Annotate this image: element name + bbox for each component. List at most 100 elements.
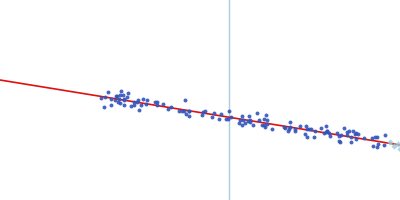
Point xyxy=(387,141,393,144)
Point xyxy=(292,129,298,133)
Point xyxy=(134,100,141,104)
Point xyxy=(291,127,298,131)
Point xyxy=(101,95,108,99)
Point xyxy=(239,115,245,118)
Point xyxy=(348,135,354,138)
Point xyxy=(338,134,344,137)
Point xyxy=(326,131,332,134)
Point xyxy=(154,100,160,103)
Point xyxy=(182,113,189,116)
Point xyxy=(352,131,359,135)
Point xyxy=(264,122,270,125)
Point xyxy=(115,100,122,103)
Point xyxy=(369,137,376,140)
Point xyxy=(344,131,350,134)
Point xyxy=(323,131,329,134)
Point xyxy=(113,94,119,97)
Point xyxy=(198,113,205,117)
Point xyxy=(258,123,265,126)
Point xyxy=(304,136,310,139)
Point xyxy=(186,109,193,112)
Point xyxy=(285,129,291,133)
Point xyxy=(308,128,314,131)
Point xyxy=(209,115,216,119)
Point xyxy=(373,146,380,149)
Point xyxy=(375,142,382,146)
Point xyxy=(160,102,167,106)
Point xyxy=(262,126,268,129)
Point xyxy=(165,107,171,110)
Point xyxy=(101,105,108,108)
Point xyxy=(306,127,313,130)
Point xyxy=(120,98,127,102)
Point xyxy=(121,103,127,107)
Point xyxy=(226,110,232,113)
Point xyxy=(228,115,234,118)
Point xyxy=(311,129,318,133)
Point xyxy=(121,97,127,101)
Point xyxy=(186,109,193,112)
Point xyxy=(287,121,294,124)
Point xyxy=(114,94,120,97)
Point xyxy=(242,121,248,124)
Point xyxy=(254,111,260,114)
Point xyxy=(217,112,224,116)
Point xyxy=(127,104,134,107)
Point xyxy=(351,133,358,136)
Point xyxy=(286,128,292,131)
Point xyxy=(324,129,330,133)
Point xyxy=(125,92,131,95)
Point xyxy=(225,118,231,121)
Point xyxy=(116,97,122,100)
Point xyxy=(395,142,400,145)
Point xyxy=(370,145,376,148)
Point xyxy=(112,98,118,101)
Point xyxy=(337,140,343,144)
Point xyxy=(239,123,245,127)
Point xyxy=(269,128,275,131)
Point xyxy=(176,110,182,113)
Point xyxy=(236,121,242,124)
Point xyxy=(355,133,362,136)
Point xyxy=(304,128,310,131)
Point xyxy=(182,98,188,101)
Point xyxy=(372,135,378,138)
Point xyxy=(108,103,114,106)
Point xyxy=(281,126,288,129)
Point xyxy=(154,104,160,107)
Point xyxy=(374,136,380,139)
Point xyxy=(348,140,354,143)
Point xyxy=(280,125,287,128)
Point xyxy=(261,124,267,127)
Point xyxy=(105,90,112,93)
Point xyxy=(381,134,388,137)
Point xyxy=(216,117,222,120)
Point xyxy=(223,117,229,120)
Point xyxy=(138,104,145,107)
Point xyxy=(336,135,343,138)
Point xyxy=(116,94,123,97)
Point xyxy=(334,131,340,135)
Point xyxy=(397,147,400,151)
Point xyxy=(108,97,114,100)
Point xyxy=(303,125,309,128)
Point xyxy=(118,90,124,93)
Point xyxy=(262,114,269,117)
Point xyxy=(131,100,137,103)
Point xyxy=(131,103,138,107)
Point xyxy=(152,100,158,103)
Point xyxy=(181,109,187,112)
Point xyxy=(320,132,327,135)
Point xyxy=(134,99,141,102)
Point xyxy=(256,119,262,122)
Point xyxy=(296,124,303,128)
Point xyxy=(344,133,350,137)
Point xyxy=(346,129,352,132)
Point xyxy=(311,136,317,139)
Point xyxy=(240,119,247,122)
Point xyxy=(98,97,104,100)
Point xyxy=(116,102,123,105)
Point xyxy=(361,136,367,140)
Point xyxy=(352,137,359,141)
Point xyxy=(168,105,174,109)
